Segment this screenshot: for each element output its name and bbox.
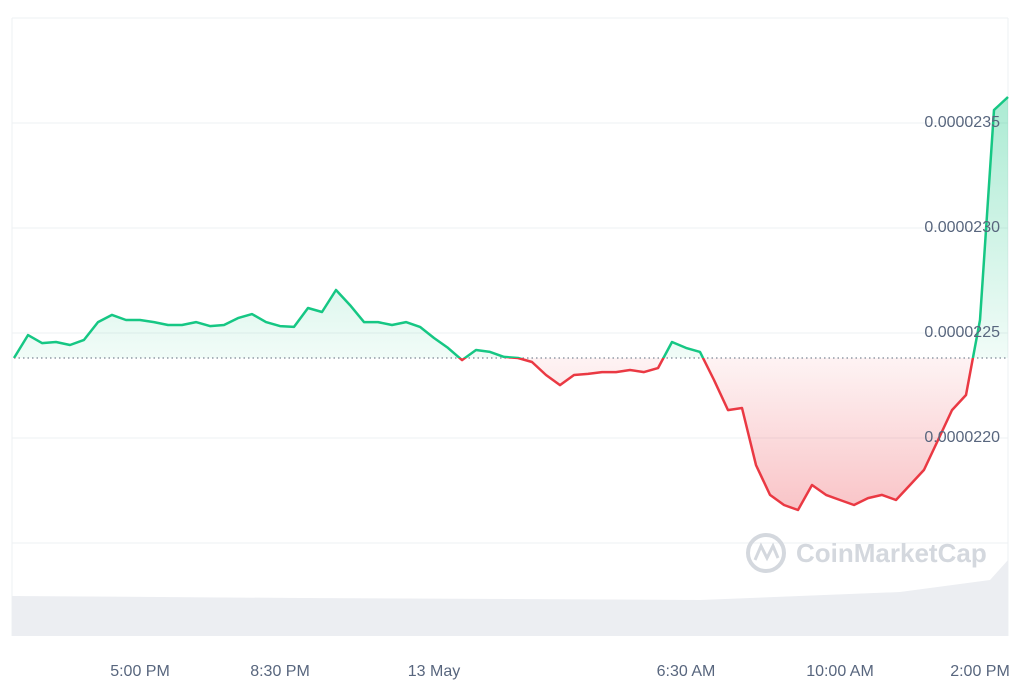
y-tick-label: 0.0000220 <box>924 429 1000 446</box>
x-tick-label: 8:30 PM <box>250 663 310 680</box>
y-tick-label: 0.0000230 <box>924 219 1000 236</box>
x-tick-label: 2:00 PM <box>950 663 1010 680</box>
price-line <box>12 96 1009 512</box>
y-tick-label: 0.0000225 <box>924 324 1000 341</box>
x-tick-label: 5:00 PM <box>110 663 170 680</box>
x-tick-label: 13 May <box>408 663 460 680</box>
x-tick-label: 10:00 AM <box>806 663 874 680</box>
watermark-logo-mark <box>753 542 780 562</box>
watermark-text: CoinMarketCap <box>796 538 987 568</box>
x-tick-label: 6:30 AM <box>657 663 716 680</box>
y-tick-label: 0.0000235 <box>924 114 1000 131</box>
volume-area <box>12 560 1008 636</box>
watermark: CoinMarketCap <box>746 533 987 573</box>
watermark-logo <box>746 533 786 573</box>
area-fill <box>14 97 1008 510</box>
